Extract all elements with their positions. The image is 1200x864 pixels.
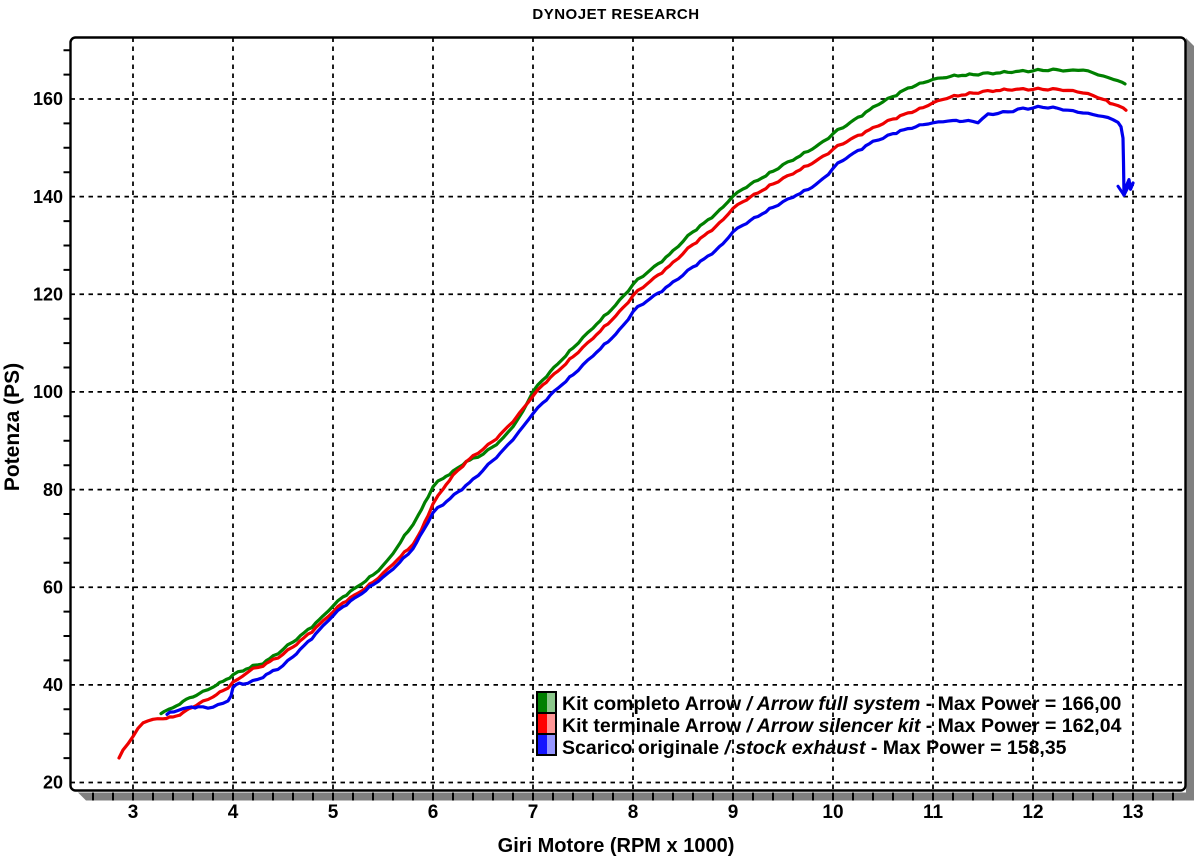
svg-text:80: 80: [43, 480, 63, 500]
svg-text:140: 140: [33, 187, 63, 207]
svg-text:9: 9: [728, 802, 739, 823]
svg-text:11: 11: [923, 802, 944, 823]
svg-text:DYNOJET RESEARCH: DYNOJET RESEARCH: [532, 6, 699, 23]
svg-text:13: 13: [1122, 802, 1143, 823]
svg-text:Kit terminale Arrow / Arrow si: Kit terminale Arrow / Arrow silencer kit…: [562, 715, 1122, 737]
svg-text:Kit completo Arrow / Arrow ful: Kit completo Arrow / Arrow full system -…: [562, 693, 1122, 715]
svg-text:3: 3: [128, 802, 139, 823]
svg-text:4: 4: [228, 802, 239, 823]
svg-text:160: 160: [33, 89, 63, 109]
svg-text:7: 7: [528, 802, 539, 823]
svg-text:20: 20: [43, 773, 63, 793]
svg-text:40: 40: [43, 675, 63, 695]
svg-text:5: 5: [328, 802, 339, 823]
svg-text:12: 12: [1022, 802, 1043, 823]
svg-text:8: 8: [628, 802, 639, 823]
svg-text:Giri Motore (RPM x 1000): Giri Motore (RPM x 1000): [498, 835, 735, 857]
svg-text:10: 10: [822, 802, 843, 823]
svg-text:100: 100: [33, 382, 63, 402]
svg-text:Scarico originale / stock exha: Scarico originale / stock exhaust - Max …: [562, 737, 1067, 759]
svg-text:60: 60: [43, 577, 63, 597]
svg-text:6: 6: [428, 802, 439, 823]
svg-text:Potenza (PS): Potenza (PS): [1, 363, 24, 491]
svg-text:120: 120: [33, 285, 63, 305]
